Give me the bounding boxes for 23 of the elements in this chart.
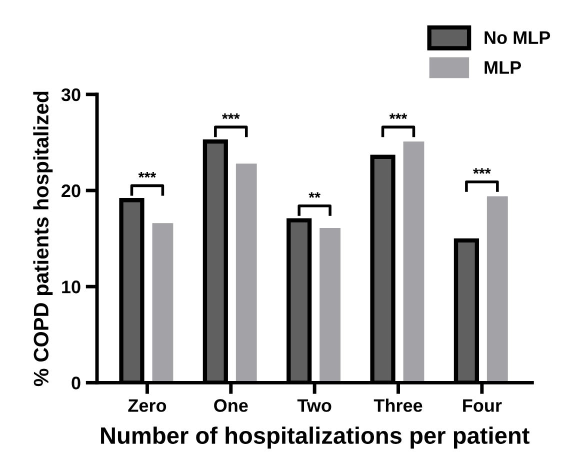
y-tick-label: 20: [62, 184, 80, 198]
bar: [320, 228, 341, 383]
annotation: ***: [138, 172, 156, 178]
x-tick-label: Zero: [128, 399, 166, 412]
legend-label: MLP: [484, 61, 521, 74]
annotation: ***: [473, 168, 491, 174]
y-axis-title: % COPD patients hospitalized: [33, 92, 53, 386]
annotation: ***: [389, 113, 408, 120]
y-tick-label: 0: [72, 376, 80, 390]
x-tick-label: One: [214, 399, 248, 412]
bar: [236, 164, 257, 383]
x-axis-title: Number of hospitalizations per patient: [101, 426, 530, 449]
bar: [486, 196, 508, 383]
x-tick-label: Four: [463, 399, 502, 412]
y-tick-label: 10: [62, 280, 80, 294]
x-tick-label: Two: [297, 399, 332, 412]
x-tick-label: Three: [374, 398, 422, 412]
legend-label: No MLP: [484, 31, 550, 44]
annotation: **: [308, 192, 321, 198]
annotation: ***: [222, 113, 240, 120]
bar: [152, 223, 174, 383]
bar: [403, 141, 424, 383]
y-tick-label: 30: [61, 88, 80, 102]
